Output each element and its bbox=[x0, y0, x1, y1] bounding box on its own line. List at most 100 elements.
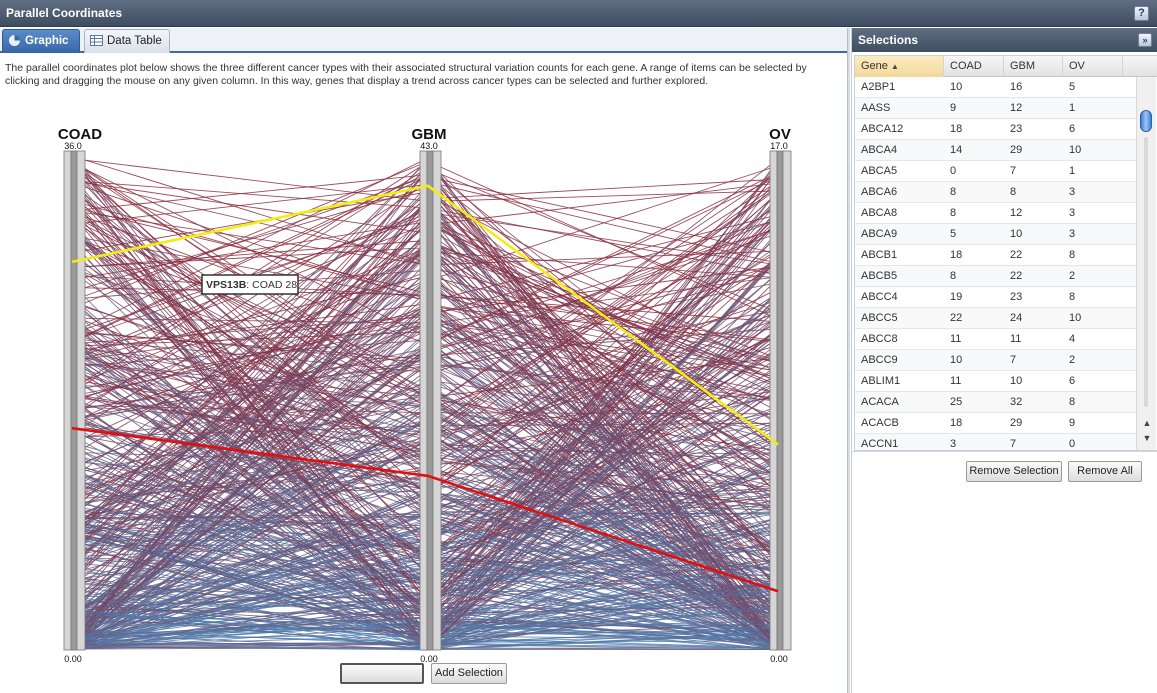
ov-cell: 1 bbox=[1069, 165, 1076, 177]
window-title: Parallel Coordinates bbox=[6, 6, 123, 20]
blank-button[interactable] bbox=[340, 663, 424, 684]
table-row[interactable]: ABCA6 8 8 3 bbox=[855, 182, 1137, 203]
help-icon[interactable]: ? bbox=[1134, 6, 1149, 21]
table-row[interactable]: ABCA12 18 23 6 bbox=[855, 119, 1137, 140]
coad-cell: 11 bbox=[950, 333, 962, 345]
tooltip-gene: VPS13B bbox=[206, 279, 247, 291]
add-selection-button[interactable]: Add Selection bbox=[431, 663, 507, 684]
gene-cell: ABCC9 bbox=[861, 354, 898, 366]
gene-cell: ABLIM1 bbox=[861, 375, 901, 387]
chart-icon bbox=[9, 35, 20, 46]
axis-ov bbox=[769, 150, 792, 651]
table-row[interactable]: ABCC9 10 7 2 bbox=[855, 350, 1137, 371]
column-header-gene[interactable]: Gene ▲ bbox=[855, 56, 944, 77]
coad-cell: 8 bbox=[950, 186, 957, 198]
axis-bar[interactable] bbox=[419, 150, 428, 651]
tab-graphic[interactable]: Graphic bbox=[2, 29, 80, 53]
table-row[interactable]: ABCB5 8 22 2 bbox=[855, 266, 1137, 287]
gbm-cell: 11 bbox=[1010, 333, 1022, 345]
coad-cell: 0 bbox=[950, 165, 957, 177]
coad-cell: 10 bbox=[950, 354, 963, 366]
column-header-gbm[interactable]: GBM bbox=[1004, 56, 1063, 77]
axis-max-label: 36.0 bbox=[64, 141, 82, 151]
axis-bar[interactable] bbox=[432, 150, 442, 651]
table-icon bbox=[90, 35, 103, 46]
coad-cell: 3 bbox=[950, 438, 957, 450]
tab-graphic-label: Graphic bbox=[25, 35, 69, 47]
gbm-cell: 32 bbox=[1010, 396, 1023, 408]
table-row[interactable]: ABCA4 14 29 10 bbox=[855, 140, 1137, 161]
scroll-up-arrow-icon[interactable]: ▲ bbox=[1142, 418, 1152, 428]
axis-bar[interactable] bbox=[76, 150, 86, 651]
grid-rows: A2BP1 10 16 5 AASS 9 12 1 ABCA12 18 23 6 ABCA4 14 29 10… bbox=[855, 77, 1137, 450]
ov-cell: 6 bbox=[1069, 123, 1076, 135]
coad-cell: 18 bbox=[950, 249, 963, 261]
table-row[interactable]: ABCA9 5 10 3 bbox=[855, 224, 1137, 245]
column-header-ov[interactable]: OV bbox=[1063, 56, 1123, 77]
ov-cell: 3 bbox=[1069, 228, 1076, 240]
window-titlebar: Parallel Coordinates ? bbox=[0, 0, 1157, 27]
grid-header: Gene ▲ COAD GBM OV bbox=[855, 56, 1157, 77]
scroll-track[interactable] bbox=[1144, 137, 1148, 407]
table-row[interactable]: ACCN1 3 7 0 bbox=[855, 434, 1137, 450]
column-header-coad[interactable]: COAD bbox=[944, 56, 1004, 77]
remove-all-button[interactable]: Remove All bbox=[1068, 461, 1142, 482]
table-row[interactable]: ABCC8 11 11 4 bbox=[855, 329, 1137, 350]
table-row[interactable]: AASS 9 12 1 bbox=[855, 98, 1137, 119]
table-row[interactable]: ABCB1 18 22 8 bbox=[855, 245, 1137, 266]
ov-cell: 1 bbox=[1069, 102, 1076, 114]
ov-cell: 3 bbox=[1069, 207, 1076, 219]
table-row[interactable]: ABLIM1 11 10 6 bbox=[855, 371, 1137, 392]
table-row[interactable]: ABCA5 0 7 1 bbox=[855, 161, 1137, 182]
collapse-icon[interactable]: » bbox=[1138, 33, 1152, 47]
highlight-line-yellow bbox=[71, 184, 779, 446]
gene-cell: ABCA12 bbox=[861, 123, 904, 135]
gbm-cell: 23 bbox=[1010, 123, 1023, 135]
gene-cell: ABCA6 bbox=[861, 186, 898, 198]
axis-bar[interactable] bbox=[63, 150, 72, 651]
table-row[interactable]: ABCA8 8 12 3 bbox=[855, 203, 1137, 224]
coad-cell: 8 bbox=[950, 207, 957, 219]
axis-max-label: 43.0 bbox=[420, 141, 438, 151]
table-row[interactable]: ACACB 18 29 9 bbox=[855, 413, 1137, 434]
ov-cell: 9 bbox=[1069, 417, 1076, 429]
scroll-thumb[interactable] bbox=[1140, 110, 1152, 132]
axis-max-label: 17.0 bbox=[770, 141, 788, 151]
scroll-down-arrow-icon[interactable]: ▼ bbox=[1142, 433, 1152, 443]
gbm-cell: 10 bbox=[1010, 228, 1023, 240]
gene-cell: AASS bbox=[861, 102, 891, 114]
grid-scrollbar[interactable]: ▲ ▼ bbox=[1136, 77, 1156, 450]
gbm-cell: 12 bbox=[1010, 102, 1023, 114]
graphic-panel: Graphic Data Table The parallel coordina… bbox=[0, 28, 847, 693]
coad-cell: 19 bbox=[950, 291, 963, 303]
gbm-cell: 12 bbox=[1010, 207, 1023, 219]
table-row[interactable]: ABCC4 19 23 8 bbox=[855, 287, 1137, 308]
table-row[interactable]: ABCC5 22 24 10 bbox=[855, 308, 1137, 329]
gbm-cell: 24 bbox=[1010, 312, 1023, 324]
tab-data-table[interactable]: Data Table bbox=[84, 29, 170, 53]
coad-cell: 5 bbox=[950, 228, 957, 240]
ov-cell: 10 bbox=[1069, 312, 1082, 324]
plot-description: The parallel coordinates plot below show… bbox=[5, 62, 807, 87]
axis-bar[interactable] bbox=[776, 150, 784, 651]
ov-cell: 8 bbox=[1069, 396, 1076, 408]
axis-bar[interactable] bbox=[782, 150, 792, 651]
remove-selection-button[interactable]: Remove Selection bbox=[966, 461, 1062, 482]
axis-bar[interactable] bbox=[70, 150, 78, 651]
table-row[interactable]: A2BP1 10 16 5 bbox=[855, 77, 1137, 98]
coad-cell: 11 bbox=[950, 375, 962, 387]
axis-bar[interactable] bbox=[426, 150, 434, 651]
coad-cell: 14 bbox=[950, 144, 963, 156]
panel-splitter[interactable] bbox=[847, 28, 850, 693]
table-row[interactable]: ACACA 25 32 8 bbox=[855, 392, 1137, 413]
axis-min-label: 0.00 bbox=[64, 654, 82, 664]
axis-bar[interactable] bbox=[769, 150, 778, 651]
gbm-cell: 8 bbox=[1010, 186, 1017, 198]
coad-cell: 8 bbox=[950, 270, 957, 282]
axis-title: COAD bbox=[58, 126, 102, 143]
scroll-up-icon[interactable] bbox=[1141, 79, 1153, 91]
ov-cell: 3 bbox=[1069, 186, 1076, 198]
ov-cell: 10 bbox=[1069, 144, 1082, 156]
gene-cell: ACACA bbox=[861, 396, 899, 408]
